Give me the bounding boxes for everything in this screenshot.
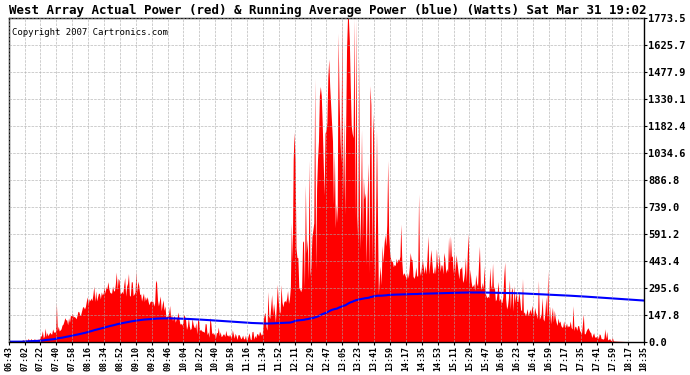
Text: Copyright 2007 Cartronics.com: Copyright 2007 Cartronics.com (12, 28, 168, 37)
Text: West Array Actual Power (red) & Running Average Power (blue) (Watts) Sat Mar 31 : West Array Actual Power (red) & Running … (9, 4, 646, 17)
